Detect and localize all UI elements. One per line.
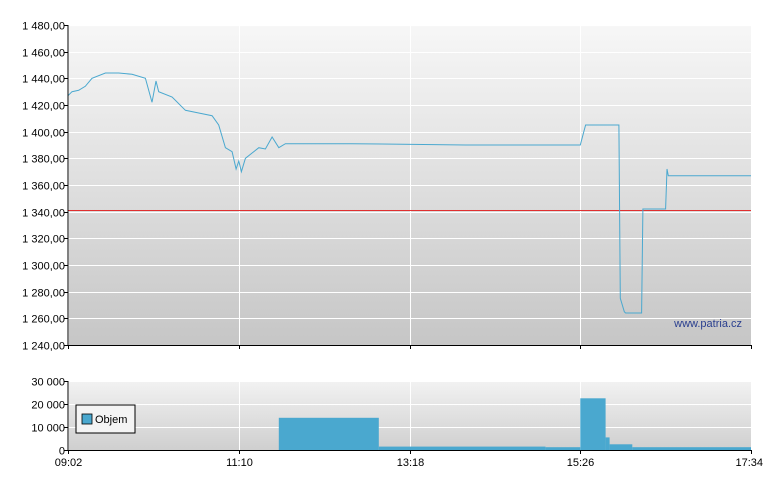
volume-x-tick-label: 17:34 — [735, 457, 763, 469]
volume-bar — [378, 446, 546, 450]
volume-y-tick-label: 10 000 — [31, 423, 65, 435]
volume-gridlines — [68, 381, 752, 450]
volume-bar — [609, 444, 633, 451]
price-y-tick-label: 1 300,00 — [22, 261, 65, 273]
volume-x-ticks: 09:02 11:10 13:18 15:26 17:34 — [55, 450, 763, 469]
volume-x-tick-label: 15:26 — [567, 457, 595, 469]
price-y-tick-label: 1 460,00 — [22, 48, 65, 60]
volume-bars — [278, 398, 751, 451]
volume-x-tick-label: 13:18 — [397, 457, 425, 469]
price-y-tick-label: 1 440,00 — [22, 74, 65, 86]
volume-legend: Objem — [75, 404, 136, 434]
price-y-tick-label: 1 240,00 — [22, 341, 65, 353]
volume-bar — [278, 417, 379, 450]
price-y-tick-label: 1 480,00 — [22, 21, 65, 33]
price-series-line — [67, 72, 751, 314]
watermark: www.patria.cz — [673, 318, 742, 330]
price-y-tick-label: 1 260,00 — [22, 314, 65, 326]
volume-bar — [545, 447, 581, 450]
price-y-tick-label: 1 420,00 — [22, 101, 65, 113]
price-y-tick-label: 1 320,00 — [22, 234, 65, 246]
volume-x-tick-label: 09:02 — [55, 457, 83, 469]
volume-chart-panel: 0 10 000 20 000 30 000 09:02 11:10 13:18 15:26… — [31, 377, 763, 470]
volume-x-tick-label: 11:10 — [226, 457, 253, 469]
legend-swatch — [81, 413, 93, 425]
price-y-tick-label: 1 400,00 — [22, 128, 65, 140]
legend-label: Objem — [95, 414, 127, 426]
volume-y-tick-label: 0 — [59, 446, 65, 458]
volume-y-ticks: 0 10 000 20 000 30 000 — [31, 377, 68, 458]
price-gridlines — [68, 25, 752, 345]
volume-y-tick-label: 20 000 — [31, 400, 65, 412]
price-y-tick-label: 1 340,00 — [22, 208, 65, 220]
volume-y-tick-label: 30 000 — [31, 377, 65, 389]
volume-bar — [580, 398, 606, 451]
price-y-tick-label: 1 360,00 — [22, 181, 65, 193]
volume-bar — [605, 437, 610, 450]
price-chart-panel: 1 240,00 1 260,00 1 280,00 1 300,00 1 320,00… — [22, 21, 752, 353]
volume-bar — [632, 447, 751, 450]
price-y-tick-label: 1 380,00 — [22, 154, 65, 166]
price-y-ticks: 1 240,00 1 260,00 1 280,00 1 300,00 1 320,00… — [22, 21, 68, 353]
price-y-tick-label: 1 280,00 — [22, 288, 65, 300]
volume-plot-area — [68, 381, 751, 450]
